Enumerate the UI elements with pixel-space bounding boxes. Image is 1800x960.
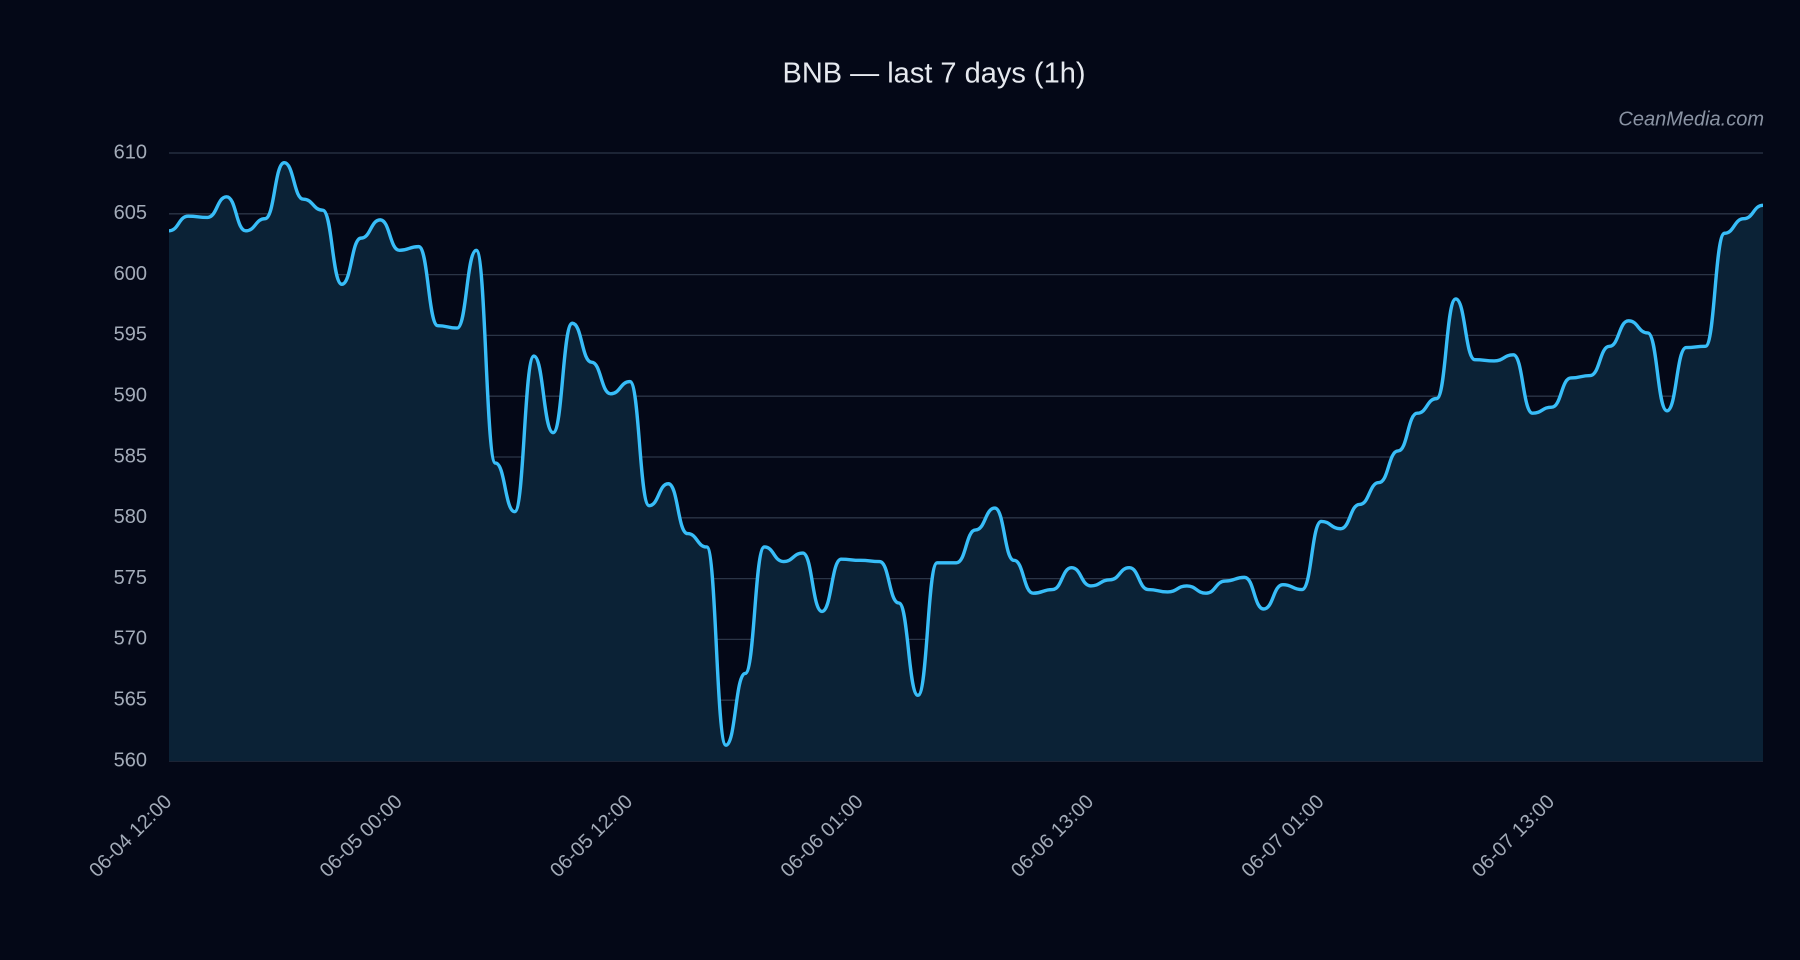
y-tick-label: 580 bbox=[114, 506, 147, 528]
y-tick-label: 610 bbox=[114, 141, 147, 163]
chart-title: BNB — last 7 days (1h) bbox=[783, 58, 1086, 90]
y-tick-label: 570 bbox=[114, 628, 147, 650]
watermark: CeanMedia.com bbox=[1618, 108, 1764, 130]
y-tick-label: 595 bbox=[114, 324, 147, 346]
y-tick-label: 585 bbox=[114, 445, 147, 467]
y-tick-label: 565 bbox=[114, 688, 147, 710]
y-tick-label: 600 bbox=[114, 263, 147, 285]
y-tick-label: 605 bbox=[114, 202, 147, 224]
y-tick-label: 590 bbox=[114, 384, 147, 406]
y-tick-label: 560 bbox=[114, 749, 147, 771]
y-tick-label: 575 bbox=[114, 567, 147, 589]
line-series bbox=[168, 161, 1764, 747]
area-fill bbox=[169, 162, 1763, 761]
